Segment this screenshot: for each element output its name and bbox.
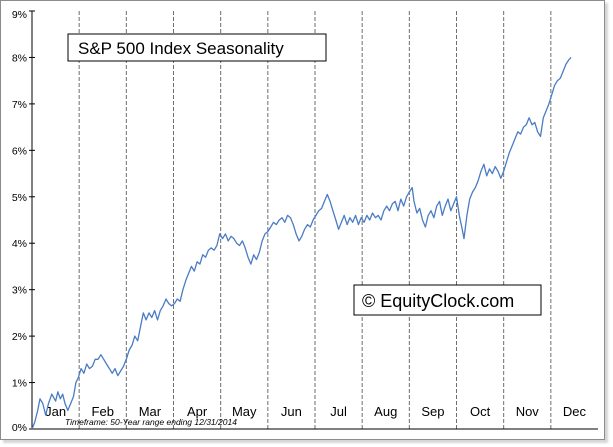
- y-tick-label: 4%: [12, 238, 27, 250]
- y-tick-label: 9%: [12, 9, 27, 21]
- y-tick-label: 3%: [12, 285, 27, 297]
- x-tick-label: Jun: [281, 404, 302, 419]
- x-tick-label: Oct: [470, 404, 491, 419]
- x-tick-label: Jul: [330, 404, 347, 419]
- chart-title-box: S&P 500 Index Seasonality: [67, 33, 327, 62]
- y-tick-label: 0%: [12, 422, 27, 434]
- x-tick-label: Dec: [563, 404, 587, 419]
- x-tick-label: May: [232, 404, 257, 419]
- y-tick-label: 5%: [12, 192, 27, 204]
- timeframe-note: Timeframe: 50-Year range ending 12/31/20…: [65, 417, 237, 427]
- watermark-box: © EquityClock.com: [353, 284, 542, 316]
- y-tick-label: 1%: [12, 378, 27, 390]
- x-tick-label: Feb: [92, 404, 114, 419]
- x-axis: Jan Feb Mar Apr May Jun Jul Aug Sep Oct Nov Dec: [32, 404, 598, 430]
- x-tick-label: Jan: [45, 404, 66, 419]
- x-tick-label: Sep: [421, 404, 444, 419]
- x-tick-label: Mar: [139, 404, 162, 419]
- y-tick-label: 8%: [12, 52, 27, 64]
- y-tick-label: 7%: [12, 99, 27, 111]
- seasonality-line: [31, 56, 572, 430]
- seasonality-chart: 0%1%2%3%4%5%6%7%8%9% Jan Feb Mar Apr May Jun J…: [12, 9, 598, 434]
- chart-frame: 0% 1% 2% 3% 4% 5% 6% 7% 8% 9% Jan Feb Mar Apr May Jun J…: [0, 0, 605, 440]
- y-tick-label: 2%: [12, 331, 27, 343]
- x-tick-label: Apr: [187, 404, 208, 419]
- y-axis: 0% 1% 2% 3% 4% 5% 6% 7% 8% 9%: [12, 9, 35, 434]
- y-tick-label: 6%: [12, 145, 27, 157]
- watermark-text: © EquityClock.com: [362, 291, 514, 311]
- x-tick-label: Nov: [516, 404, 540, 419]
- x-tick-label: Aug: [374, 404, 397, 419]
- chart-title: S&P 500 Index Seasonality: [78, 39, 284, 58]
